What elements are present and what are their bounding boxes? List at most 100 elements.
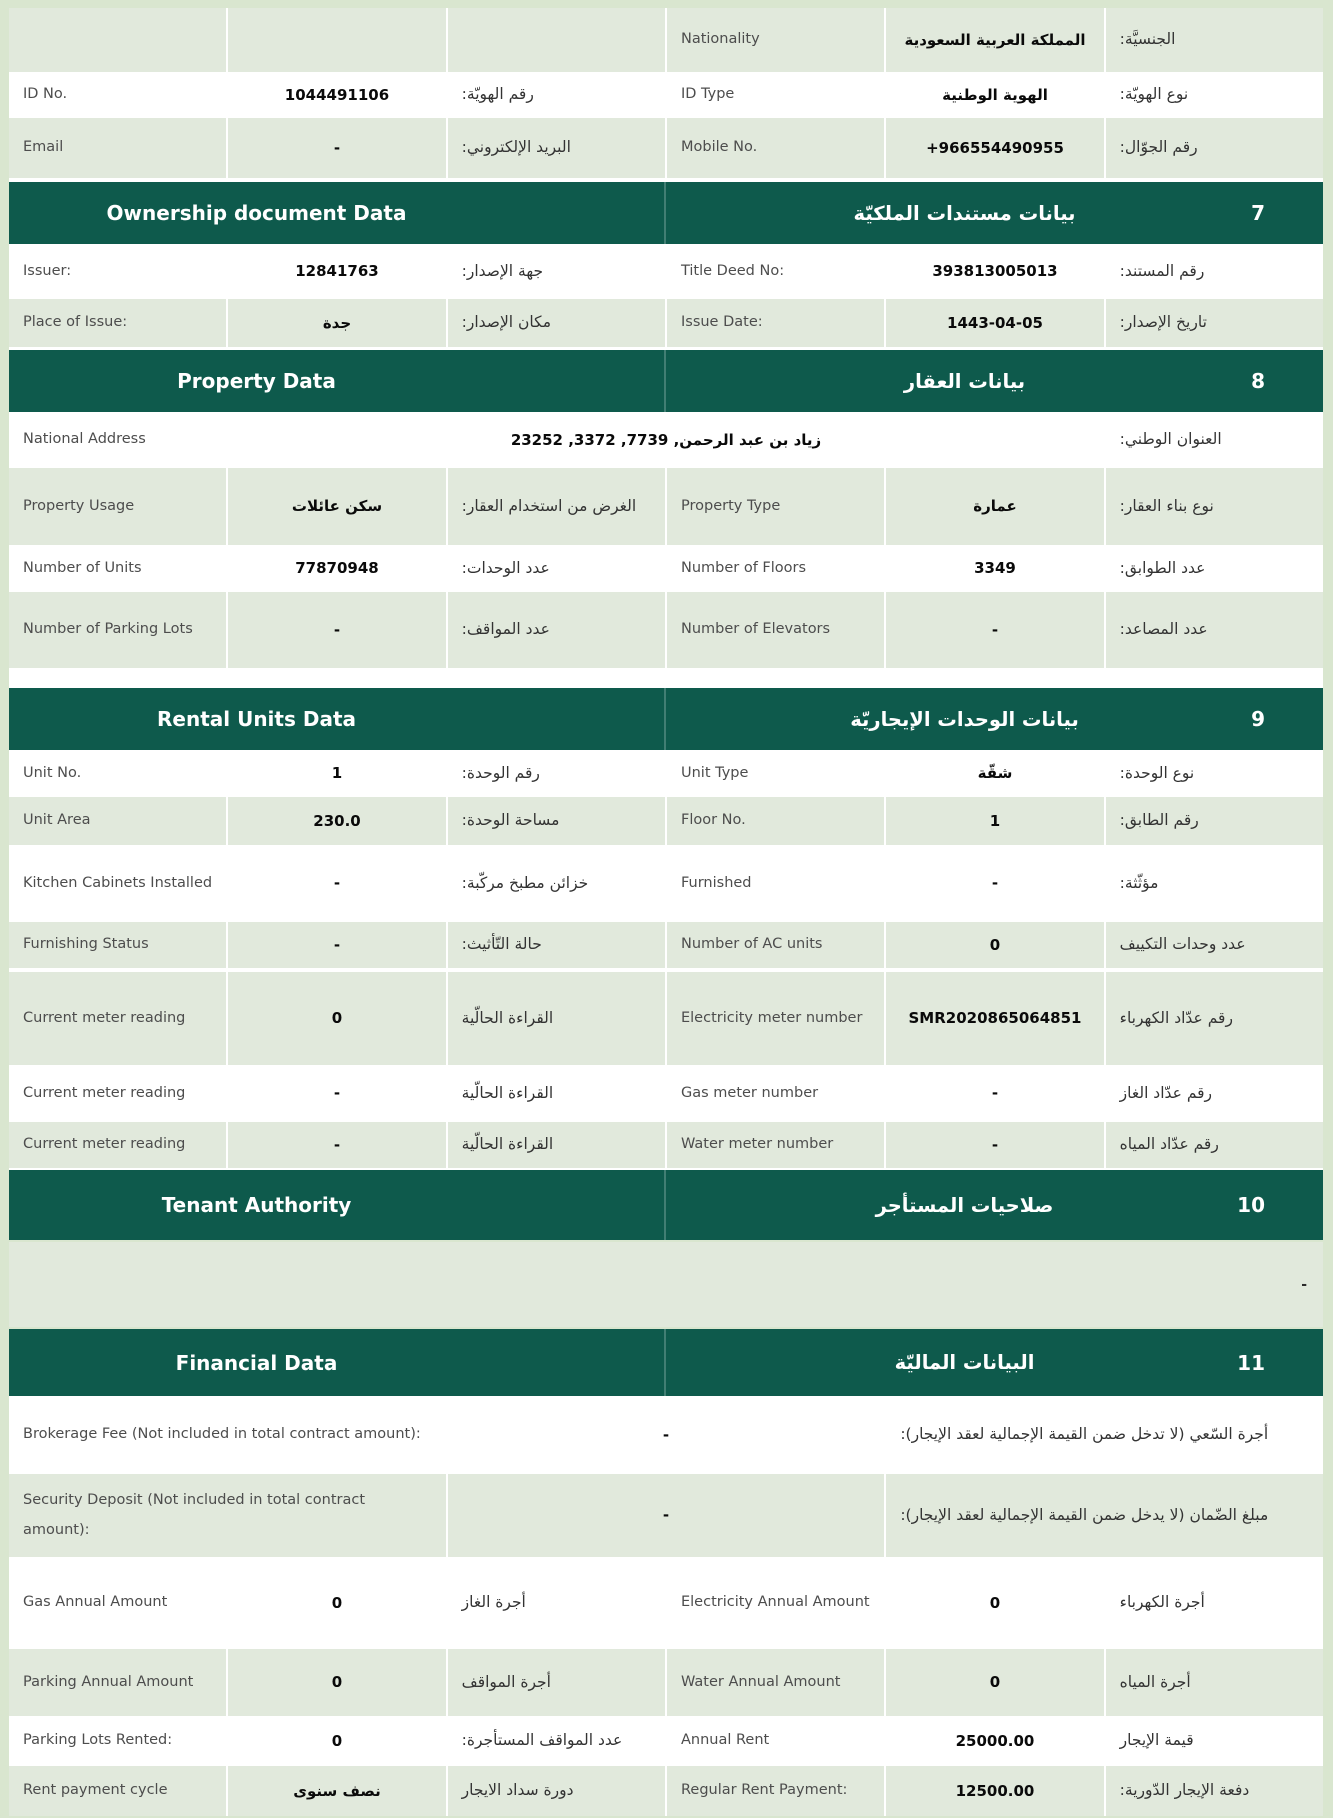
field-label-en: National Address [9,412,227,468]
field-label-ar: مساحة الوحدة: [447,797,665,845]
field-value: نصف سنوى [228,1766,446,1816]
field-label-ar: مكان الإصدار: [447,299,665,347]
field-label-en: Number of Elevators [666,592,885,668]
field-label-en: Unit No. [9,750,227,797]
section-header: Property Data بيانات العقار 8 [9,350,1323,412]
field-label-ar: أجرة الكهرباء [1105,1557,1323,1649]
table-row: Email - البريد الإلكتروني: Mobile No. +96655… [9,118,1323,178]
table-row: Rent payment cycle نصف سنوى دورة سداد الاي… [9,1766,1323,1816]
field-label-ar: دورة سداد الايجار [447,1766,665,1816]
field-label-en: Annual Rent [666,1716,885,1766]
field-value: 0 [228,972,446,1065]
field-label-ar: دفعة الإيجار الدّورية: [1105,1766,1323,1816]
field-value: - [228,592,446,668]
field-value: SMR2020865064851 [886,972,1104,1065]
field-label-ar: الغرض من استخدام العقار: [447,468,665,545]
field-label-en: Issue Date: [666,299,885,347]
section-number: 9 [1251,707,1265,731]
table-row: Brokerage Fee (Not included in total con… [9,1396,1323,1474]
field-value: 12841763 [228,244,446,299]
field-value: 12500.00 [886,1766,1104,1816]
field-label-ar: جهة الإصدار: [447,244,665,299]
field-label-en: ID Type [666,72,885,118]
field-value: زياد بن عبد الرحمن, 7739, 3372, 23252 [228,412,1104,468]
table-row: Current meter reading - القراءة الحالّية Ga… [9,1065,1323,1122]
section-title-ar: بيانات مستندات الملكيّة [853,201,1076,225]
table-row: Nationality المملكة العربية السعودية الجنس… [9,8,1323,72]
table-row: Unit No. 1 رقم الوحدة: Unit Type شقّة نوع الو… [9,750,1323,797]
field-value: عمارة [886,468,1104,545]
field-label-en: Security Deposit (Not included in total … [9,1474,446,1557]
field-value: 0 [886,1557,1104,1649]
field-value: 25000.00 [886,1716,1104,1766]
section-header: Tenant Authority صلاحيات المستأجر 10 [9,1170,1323,1240]
field-value: 0 [228,1557,446,1649]
table-row: National Address زياد بن عبد الرحمن, 7739… [9,412,1323,468]
field-label-en: Number of Parking Lots [9,592,227,668]
field-label-ar: عدد المصاعد: [1105,592,1323,668]
field-label-ar: أجرة السّعي (لا تدخل ضمن القيمة الإجمالي… [886,1396,1323,1474]
field-label-en: Kitchen Cabinets Installed [9,845,227,922]
field-label-en: Property Usage [9,468,227,545]
section-number: 11 [1237,1350,1265,1375]
field-value: - [447,1474,885,1557]
field-label-ar: القراءة الحالّية [447,972,665,1065]
field-value: 0 [886,922,1104,968]
field-label-ar: أجرة الغاز [447,1557,665,1649]
table-row: Number of Units 77870948 عدد الوحدات: Numbe… [9,545,1323,592]
field-value: الهوية الوطنية [886,72,1104,118]
section-header: Financial Data البيانات الماليّة 11 [9,1329,1323,1396]
field-label-en: Current meter reading [9,972,227,1065]
field-value: - [228,922,446,968]
field-label-en: Furnished [666,845,885,922]
field-value: شقّة [886,750,1104,797]
empty-cell [447,8,665,72]
field-label-ar: حالة التّأثيث: [447,922,665,968]
field-label-ar: أجرة المياه [1105,1649,1323,1716]
field-label-ar: عدد الطوابق: [1105,545,1323,592]
field-value: 1044491106 [228,72,446,118]
field-label-ar: رقم عدّاد الغاز [1105,1065,1323,1122]
section-header-right: صلاحيات المستأجر 10 [666,1170,1323,1240]
field-label-en: Current meter reading [9,1122,227,1168]
field-value: 1443-04-05 [886,299,1104,347]
field-value: 1 [886,797,1104,845]
section-gap [9,1168,1323,1170]
table-row: Kitchen Cabinets Installed - خزائن مطبخ مر… [9,845,1323,922]
field-value: 1 [228,750,446,797]
field-label-en: Parking Annual Amount [9,1649,227,1716]
section-title-en: Financial Data [175,1350,338,1375]
field-value: 3349 [886,545,1104,592]
field-label-ar: القراءة الحالّية [447,1122,665,1168]
field-label-ar: رقم عدّاد الكهرباء [1105,972,1323,1065]
field-label-en: Nationality [666,8,885,72]
field-label-en: Email [9,118,227,178]
section-title-ar: صلاحيات المستأجر [875,1193,1054,1217]
section-title-en: Tenant Authority [161,1193,352,1217]
field-label-ar: قيمة الإيجار [1105,1716,1323,1766]
field-label-ar: مؤثّثة: [1105,845,1323,922]
field-label-en: Number of Units [9,545,227,592]
field-label-en: Unit Type [666,750,885,797]
field-label-en: Gas Annual Amount [9,1557,227,1649]
field-value: - [228,118,446,178]
field-value: - [228,845,446,922]
section-title-en: Rental Units Data [157,707,356,731]
section-header-left: Rental Units Data [9,688,666,750]
section-gap [9,178,1323,182]
field-label-en: ID No. [9,72,227,118]
field-label-en: Place of Issue: [9,299,227,347]
section-header: Ownership document Data بيانات مستندات ال… [9,182,1323,244]
field-label-en: Gas meter number [666,1065,885,1122]
field-value: - [228,1065,446,1122]
table-row: Issuer: 12841763 جهة الإصدار: Title Deed No… [9,244,1323,299]
field-value: 77870948 [228,545,446,592]
section-gap [9,968,1323,972]
table-row: Property Usage سكن عائلات الغرض من استخدام… [9,468,1323,545]
field-value: سكن عائلات [228,468,446,545]
field-label-en: Rent payment cycle [9,1766,227,1816]
field-value: 230.0 [228,797,446,845]
section-header: Rental Units Data بيانات الوحدات الإيجاري… [9,688,1323,750]
field-label-ar: خزائن مطبخ مركّبة: [447,845,665,922]
